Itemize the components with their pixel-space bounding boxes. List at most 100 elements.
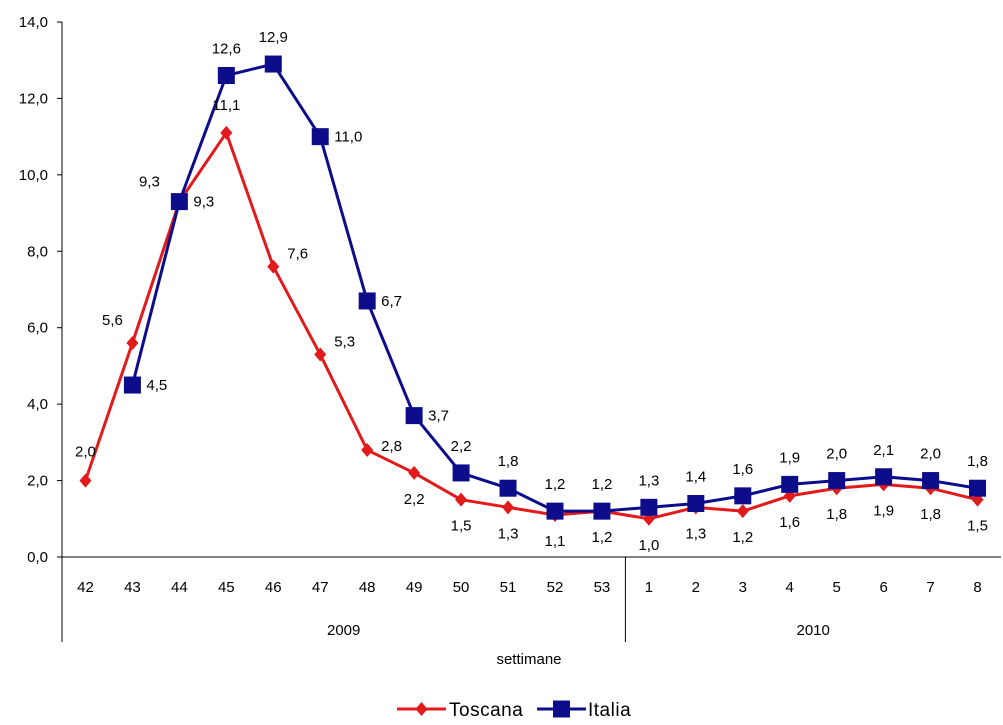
legend-marker-diamond	[415, 702, 428, 716]
toscana-data-label: 5,3	[334, 333, 355, 350]
y-tick-label: 0,0	[27, 549, 48, 566]
series-line-italia	[130, 62, 978, 513]
italia-marker	[311, 128, 329, 146]
toscana-data-label: 1,2	[732, 529, 753, 546]
y-tick-label: 2,0	[27, 473, 48, 490]
toscana-data-label: 1,8	[920, 506, 941, 523]
y-tick-label: 4,0	[27, 396, 48, 413]
toscana-marker	[736, 504, 749, 519]
toscana-marker	[126, 336, 139, 350]
italia-data-label: 1,3	[638, 472, 659, 489]
toscana-marker	[361, 443, 374, 457]
x-tick-label: 1	[645, 579, 653, 596]
toscana-data-label: 1,3	[685, 525, 706, 542]
italia-data-label: 1,8	[967, 453, 988, 470]
x-tick-label: 42	[77, 579, 94, 596]
series-layer	[79, 55, 987, 526]
italia-data-label: 1,2	[545, 476, 566, 493]
italia-data-label: 11,0	[334, 129, 362, 146]
toscana-data-label: 1,5	[451, 518, 472, 535]
x-axis-title: settimane	[496, 651, 561, 668]
toscana-data-label: 5,6	[102, 312, 123, 329]
italia-data-label: 4,5	[146, 377, 167, 394]
legend-marker-square	[553, 700, 570, 718]
legend-label: Toscana	[449, 700, 523, 720]
italia-marker	[546, 502, 564, 520]
toscana-data-label: 1,2	[591, 529, 612, 546]
toscana-marker	[314, 347, 327, 362]
x-tick-label: 46	[265, 579, 282, 596]
x-tick-label: 3	[739, 579, 747, 596]
italia-data-label: 2,2	[451, 438, 472, 455]
x-tick-label: 44	[171, 579, 188, 596]
x-tick-label: 47	[312, 579, 329, 596]
x-tick-label: 5	[833, 579, 841, 596]
toscana-data-label: 1,1	[545, 533, 566, 550]
x-tick-label: 50	[453, 579, 470, 596]
x-tick-label: 45	[218, 579, 235, 596]
toscana-data-label: 1,5	[967, 518, 988, 535]
y-tick-label: 8,0	[27, 243, 48, 260]
y-tick-label: 6,0	[27, 320, 48, 337]
italia-data-label: 1,4	[685, 469, 706, 486]
x-tick-label: 8	[973, 579, 981, 596]
legend: Toscana Italia	[397, 700, 631, 721]
italia-data-label: 1,8	[498, 453, 519, 470]
italia-data-label: 6,7	[381, 293, 402, 310]
toscana-data-label: 2,2	[404, 491, 425, 508]
italia-data-label: 1,2	[591, 476, 612, 493]
italia-marker	[264, 55, 282, 73]
italia-data-label: 1,6	[732, 461, 753, 478]
italia-marker	[358, 292, 376, 310]
toscana-data-label: 2,8	[381, 438, 402, 455]
italia-marker	[828, 472, 846, 490]
italia-marker	[499, 479, 517, 497]
italia-marker	[640, 498, 658, 516]
italia-marker	[123, 376, 141, 394]
x-tick-label: 43	[124, 579, 141, 596]
toscana-marker	[220, 125, 233, 140]
toscana-data-label: 11,1	[212, 97, 240, 114]
x-tick-label: 4	[786, 579, 794, 596]
x-tick-label: 53	[594, 579, 611, 596]
series-line-toscana	[84, 131, 978, 521]
toscana-marker	[408, 465, 421, 480]
italia-marker	[875, 468, 893, 486]
toscana-data-label: 7,6	[287, 246, 308, 263]
toscana-data-label: 9,3	[139, 174, 160, 191]
toscana-data-label: 2,0	[75, 444, 96, 461]
italia-marker	[922, 472, 940, 490]
toscana-data-label: 1,6	[779, 514, 800, 531]
italia-marker	[170, 193, 188, 211]
italia-marker	[781, 475, 799, 493]
x-tick-label: 48	[359, 579, 376, 596]
toscana-marker	[267, 259, 280, 274]
toscana-data-label: 1,8	[826, 506, 847, 523]
x-tick-label: 51	[500, 579, 517, 596]
italia-data-label: 2,0	[826, 446, 847, 463]
x-tick-label: 2	[692, 579, 700, 596]
italia-marker	[687, 495, 705, 512]
italia-marker	[452, 464, 470, 482]
toscana-marker	[455, 492, 468, 507]
italia-data-label: 3,7	[428, 408, 449, 425]
italia-marker	[734, 487, 752, 505]
toscana-data-label: 1,0	[638, 537, 659, 554]
italia-data-label: 9,3	[193, 194, 214, 211]
italia-data-label: 12,6	[212, 41, 241, 58]
x-tick-label: 7	[926, 579, 934, 596]
toscana-data-label: 1,3	[498, 525, 519, 542]
toscana-data-label: 1,9	[873, 502, 894, 519]
legend-label: Italia	[588, 700, 631, 720]
italia-data-label: 2,1	[873, 442, 894, 459]
x-tick-label: 49	[406, 579, 423, 596]
year-group-label: 2010	[797, 622, 830, 639]
italia-marker	[405, 407, 423, 425]
y-tick-label: 12,0	[19, 90, 48, 107]
axes-layer: 0,02,04,06,08,010,012,014,042 43 44 45 46 47 4…	[19, 14, 1001, 642]
toscana-marker	[79, 473, 92, 488]
data-labels-layer: 2,0 5,6 9,3 11,1 7,6 5,3 2,8 2,2 1,5 1,3 1,1 1,2 1,0…	[75, 29, 988, 554]
x-tick-label: 6	[879, 579, 887, 596]
